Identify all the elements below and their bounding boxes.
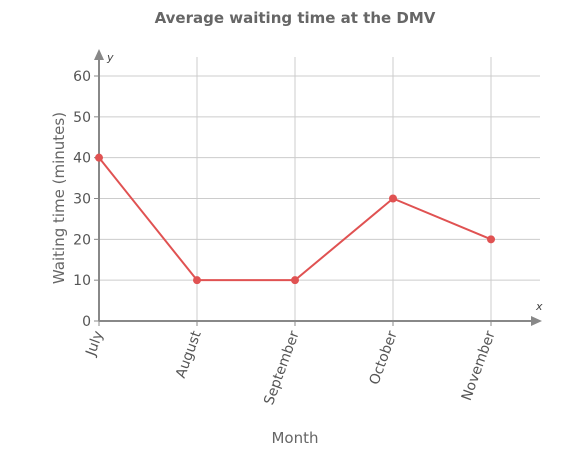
y-tick-label: 30 [73, 192, 91, 208]
x-tick-labels: July August September October November [83, 328, 499, 407]
axes [94, 49, 542, 326]
data-point [389, 194, 397, 203]
x-axis-label: Month [271, 429, 318, 447]
grid [99, 57, 540, 321]
data-point [487, 235, 495, 244]
y-axis-arrow [94, 49, 104, 60]
y-axis-letter: y [106, 51, 114, 64]
y-tick-labels: 0 10 20 30 40 50 60 [73, 69, 91, 330]
x-tick-label: October [367, 329, 401, 387]
x-tick-label: July [83, 329, 107, 359]
y-tick-label: 20 [73, 232, 91, 248]
chart-title: Average waiting time at the DMV [155, 9, 436, 27]
x-tick-label: November [459, 329, 499, 403]
data-point [291, 276, 299, 285]
y-axis-label: Waiting time (minutes) [50, 112, 68, 284]
data-point [95, 153, 103, 162]
x-tick-label: August [173, 328, 205, 380]
y-tick-label: 40 [73, 151, 91, 167]
y-tick-label: 0 [82, 314, 91, 330]
y-tick-label: 10 [73, 273, 91, 289]
x-axis-arrow [531, 316, 542, 326]
y-tick-label: 60 [73, 69, 91, 85]
x-tick-label: September [261, 329, 303, 407]
series-line [95, 153, 495, 285]
data-point [193, 276, 201, 285]
x-axis-letter: x [535, 300, 543, 313]
y-tick-label: 50 [73, 110, 91, 126]
